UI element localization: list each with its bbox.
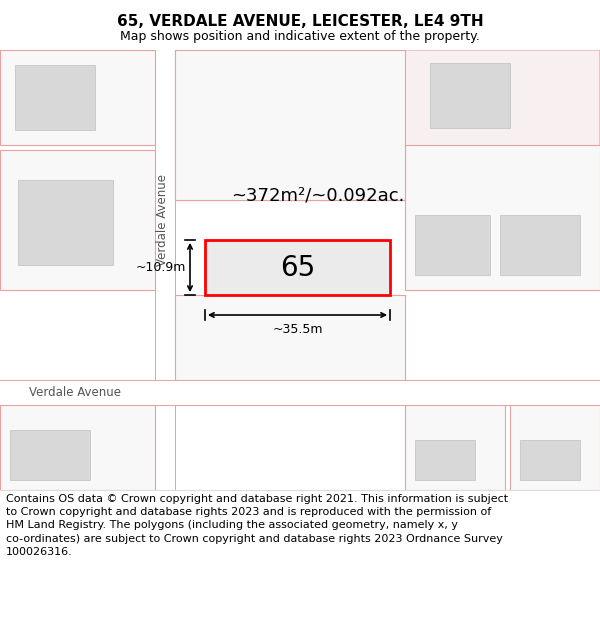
Text: Contains OS data © Crown copyright and database right 2021. This information is : Contains OS data © Crown copyright and d… [6, 494, 508, 557]
Text: ~10.9m: ~10.9m [136, 261, 186, 274]
Text: 65, VERDALE AVENUE, LEICESTER, LE4 9TH: 65, VERDALE AVENUE, LEICESTER, LE4 9TH [116, 14, 484, 29]
Text: ~35.5m: ~35.5m [272, 323, 323, 336]
Bar [415, 215, 490, 275]
Bar [15, 65, 95, 130]
Text: Map shows position and indicative extent of the property.: Map shows position and indicative extent… [120, 30, 480, 42]
Bar [405, 50, 600, 140]
Polygon shape [0, 50, 155, 135]
Polygon shape [405, 50, 600, 190]
Text: Verdale Avenue: Verdale Avenue [29, 386, 121, 399]
Bar [0, 380, 600, 405]
Bar [155, 50, 175, 490]
Bar [18, 180, 113, 265]
Bar [405, 145, 600, 290]
Bar [500, 215, 580, 275]
Text: Verdale Avenue: Verdale Avenue [157, 174, 170, 266]
Bar [205, 240, 390, 295]
Bar [510, 405, 600, 490]
Bar [405, 405, 505, 490]
Bar [10, 430, 90, 480]
Bar [0, 50, 155, 145]
Text: 65: 65 [280, 254, 315, 281]
Text: ~372m²/~0.092ac.: ~372m²/~0.092ac. [231, 186, 404, 204]
Bar [520, 440, 580, 480]
Bar [175, 50, 405, 200]
Bar [175, 295, 405, 380]
Bar [415, 440, 475, 480]
Bar [175, 50, 405, 200]
Bar [430, 63, 510, 128]
Bar [0, 405, 155, 490]
Bar [0, 150, 155, 290]
